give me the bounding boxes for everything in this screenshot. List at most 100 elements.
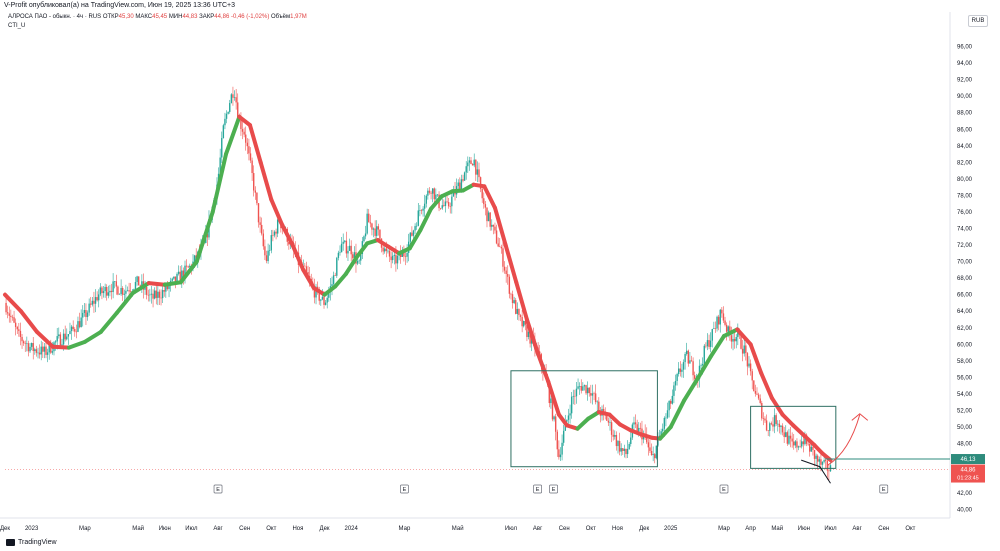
candle-body: [459, 182, 461, 190]
candle-body: [516, 309, 519, 314]
candle-body: [129, 291, 132, 293]
candle-body: [526, 324, 528, 338]
cti-line-segment: [66, 339, 87, 350]
candle-body: [825, 460, 827, 462]
candle-body: [757, 394, 760, 399]
candle-body: [90, 303, 92, 305]
level-price-tag[interactable]: [951, 454, 985, 465]
x-tick-label: Окт: [586, 526, 596, 532]
candle-body: [457, 182, 459, 187]
candle-body: [813, 449, 816, 459]
candle-body: [104, 286, 106, 292]
cti-line-segment: [535, 350, 551, 384]
earnings-marker[interactable]: [400, 484, 409, 494]
candle-body: [634, 422, 637, 425]
candle-body: [193, 255, 196, 262]
candle-body: [727, 326, 729, 332]
candle-body: [489, 212, 491, 227]
candle-body: [348, 245, 351, 251]
candle-body: [685, 350, 688, 354]
candle-body: [612, 434, 614, 437]
candle-body: [70, 326, 73, 332]
candle-body: [275, 231, 277, 234]
last-price-tag[interactable]: [951, 464, 985, 483]
y-tick-label: 92,00: [957, 78, 973, 84]
candle-body: [435, 194, 437, 200]
earnings-marker[interactable]: [213, 484, 223, 494]
candle-body: [96, 297, 98, 301]
candle-body: [478, 169, 480, 178]
currency-button[interactable]: RUB: [968, 15, 988, 27]
candle-body: [176, 273, 178, 282]
candle-body: [826, 461, 829, 471]
cti-line-segment: [682, 377, 700, 403]
candle-body: [91, 300, 94, 305]
candle-body: [703, 345, 705, 365]
candle-body: [145, 286, 148, 295]
candle-body: [187, 266, 189, 268]
cti-line-segment: [194, 209, 215, 264]
earnings-marker[interactable]: [879, 484, 889, 494]
range-box-2[interactable]: [750, 405, 837, 469]
candle-body: [441, 205, 443, 209]
earnings-marker[interactable]: [719, 484, 729, 494]
candle-body: [245, 134, 247, 143]
candle-body: [596, 401, 598, 403]
down-arrow-drawing[interactable]: [801, 459, 831, 484]
range-box-1[interactable]: [510, 370, 658, 468]
up-arrow-drawing[interactable]: [827, 414, 861, 466]
publish-info: V-Profit опубликовал(а) на TradingView.c…: [4, 2, 236, 9]
candle-body: [110, 290, 113, 293]
candle-body: [668, 401, 670, 411]
candle-body: [452, 190, 455, 197]
candle-body: [422, 208, 424, 211]
candle-body: [743, 345, 745, 354]
candle-body: [50, 343, 52, 353]
cti-line-segment: [18, 309, 39, 334]
candle-body: [221, 138, 223, 158]
candle-body: [678, 368, 680, 375]
candle-body: [476, 169, 479, 175]
candle-body: [377, 226, 380, 230]
candle-body: [149, 294, 151, 296]
candle-body: [158, 291, 161, 298]
x-tick-label: Июн: [159, 526, 171, 532]
cti-line-segment: [354, 241, 370, 260]
open-label: ОТКР: [102, 14, 119, 20]
indicator-legend[interactable]: CTI_U: [8, 23, 26, 29]
cti-line-segment: [575, 416, 591, 431]
candle-body: [392, 255, 394, 261]
candle-body: [253, 173, 255, 191]
candle-body: [786, 432, 789, 444]
candle-body: [412, 230, 415, 236]
candle-body: [364, 233, 367, 237]
high-value: 45,45: [152, 14, 168, 20]
candle-body: [575, 388, 578, 397]
candle-body: [562, 430, 565, 443]
y-tick-label: 74,00: [957, 227, 973, 233]
candle-body: [261, 224, 263, 234]
candle-body: [802, 441, 805, 445]
tradingview-footer[interactable]: TradingView: [6, 539, 57, 546]
candle-body: [684, 353, 686, 363]
candle-body: [395, 254, 397, 264]
earnings-marker[interactable]: [533, 484, 542, 494]
candle-body: [184, 265, 186, 279]
x-tick-label: Июн: [798, 526, 810, 532]
candle-body: [713, 328, 715, 330]
earnings-marker[interactable]: [549, 484, 558, 494]
candle-body: [468, 160, 471, 163]
candle-body: [115, 281, 118, 287]
candle-body: [471, 164, 474, 166]
candle-body: [788, 435, 790, 444]
candle-body: [233, 97, 236, 98]
y-tick-label: 84,00: [957, 144, 973, 150]
candle-body: [78, 321, 81, 328]
earnings-marker-label: E: [216, 487, 220, 493]
symbol-legend[interactable]: АЛРОСА ПАО - обыкн. · 4ч · RUS ОТКР45,30…: [8, 14, 307, 20]
candle-body: [182, 270, 185, 279]
candle-body: [347, 250, 349, 254]
candle-body: [649, 447, 651, 452]
candle-body: [706, 340, 709, 347]
